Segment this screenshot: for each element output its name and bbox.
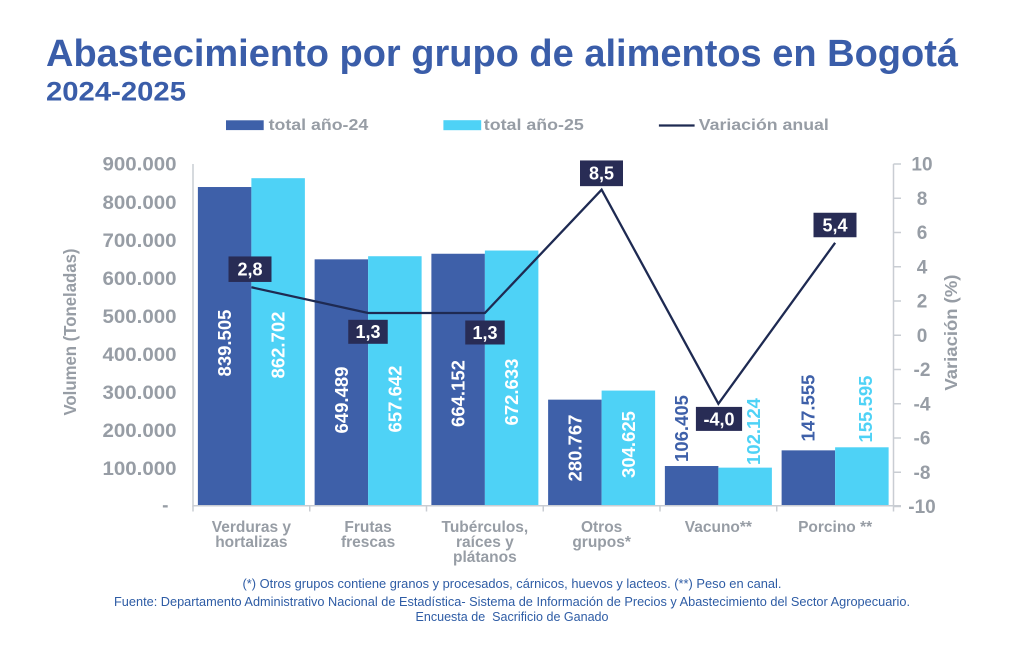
svg-text:2024-2025: 2024-2025 — [46, 77, 186, 107]
svg-text:Abastecimiento por grupo de al: Abastecimiento por grupo de alimentos en… — [46, 33, 959, 75]
svg-text:Fuente: Departamento Administr: Fuente: Departamento Administrativo Naci… — [114, 595, 910, 609]
svg-text:-: - — [162, 496, 168, 517]
svg-text:Otros: Otros — [581, 519, 622, 536]
svg-text:-2: -2 — [914, 360, 931, 381]
svg-text:Frutas: Frutas — [344, 519, 391, 536]
svg-text:10: 10 — [911, 155, 932, 176]
svg-text:frescas: frescas — [341, 534, 395, 551]
svg-text:4: 4 — [917, 257, 928, 278]
svg-text:600.000: 600.000 — [103, 269, 177, 290]
svg-text:700.000: 700.000 — [103, 231, 177, 252]
svg-text:300.000: 300.000 — [103, 383, 177, 404]
svg-text:147.555: 147.555 — [798, 375, 819, 442]
svg-text:1,3: 1,3 — [472, 323, 497, 343]
svg-text:657.642: 657.642 — [384, 366, 405, 433]
svg-text:total año-24: total año-24 — [269, 117, 369, 134]
svg-text:Tubérculos,: Tubérculos, — [442, 519, 529, 536]
svg-text:200.000: 200.000 — [103, 421, 177, 442]
svg-text:102.124: 102.124 — [743, 397, 764, 465]
svg-text:6: 6 — [917, 223, 928, 244]
svg-text:2: 2 — [917, 292, 928, 313]
svg-text:Volumen (Toneladas): Volumen (Toneladas) — [60, 249, 80, 416]
svg-text:500.000: 500.000 — [103, 307, 177, 328]
svg-text:106.405: 106.405 — [671, 395, 692, 462]
svg-text:-10: -10 — [908, 497, 935, 518]
svg-text:Encuesta de Sacrificio de Gan: Encuesta de Sacrificio de Ganado — [416, 610, 609, 624]
svg-text:-4: -4 — [914, 394, 931, 415]
svg-text:plátanos: plátanos — [453, 549, 517, 566]
svg-text:649.489: 649.489 — [331, 367, 352, 434]
svg-text:2,8: 2,8 — [237, 260, 262, 280]
svg-text:total año-25: total año-25 — [484, 117, 584, 134]
svg-text:304.625: 304.625 — [618, 411, 639, 478]
svg-text:900.000: 900.000 — [103, 155, 177, 176]
svg-text:(*) Otros grupos contiene gran: (*) Otros grupos contiene granos y proce… — [243, 577, 782, 591]
svg-text:5,4: 5,4 — [822, 215, 847, 235]
svg-text:155.595: 155.595 — [855, 376, 876, 443]
svg-text:-8: -8 — [914, 463, 931, 484]
svg-text:Porcino **: Porcino ** — [798, 519, 873, 536]
svg-text:862.702: 862.702 — [268, 312, 289, 379]
svg-text:grupos*: grupos* — [572, 534, 632, 551]
svg-text:100.000: 100.000 — [103, 459, 177, 480]
svg-text:672.633: 672.633 — [501, 359, 522, 426]
svg-text:-4,0: -4,0 — [703, 409, 734, 429]
svg-text:Vacuno**: Vacuno** — [685, 519, 753, 536]
svg-text:Variación (%): Variación (%) — [941, 275, 961, 391]
svg-text:280.767: 280.767 — [564, 415, 585, 482]
svg-text:-6: -6 — [914, 429, 931, 450]
svg-text:664.152: 664.152 — [448, 360, 469, 427]
svg-text:raíces y: raíces y — [456, 534, 514, 551]
svg-text:Verduras y: Verduras y — [212, 519, 292, 536]
svg-text:839.505: 839.505 — [214, 310, 235, 377]
svg-text:800.000: 800.000 — [103, 193, 177, 214]
svg-text:8: 8 — [917, 189, 928, 210]
svg-text:hortalizas: hortalizas — [215, 534, 287, 551]
svg-text:1,3: 1,3 — [355, 322, 380, 342]
svg-text:Variación anual: Variación anual — [699, 117, 829, 134]
svg-text:8,5: 8,5 — [589, 164, 614, 184]
svg-text:400.000: 400.000 — [103, 345, 177, 366]
svg-text:0: 0 — [917, 326, 928, 347]
